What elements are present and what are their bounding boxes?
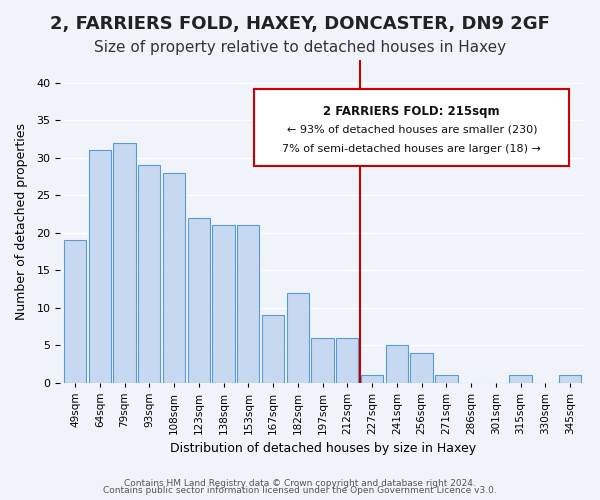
Y-axis label: Number of detached properties: Number of detached properties — [15, 123, 28, 320]
Bar — [509, 375, 532, 382]
Bar — [89, 150, 111, 382]
Text: ← 93% of detached houses are smaller (230): ← 93% of detached houses are smaller (23… — [287, 124, 537, 134]
Text: Contains HM Land Registry data © Crown copyright and database right 2024.: Contains HM Land Registry data © Crown c… — [124, 478, 476, 488]
FancyBboxPatch shape — [254, 89, 569, 166]
Bar — [311, 338, 334, 382]
Bar — [287, 292, 309, 382]
Bar — [262, 315, 284, 382]
X-axis label: Distribution of detached houses by size in Haxey: Distribution of detached houses by size … — [170, 442, 476, 455]
Bar — [386, 345, 408, 383]
Bar — [336, 338, 358, 382]
Bar — [138, 165, 160, 382]
Bar — [212, 225, 235, 382]
Bar — [64, 240, 86, 382]
Bar — [188, 218, 210, 382]
Bar — [410, 352, 433, 382]
Text: Size of property relative to detached houses in Haxey: Size of property relative to detached ho… — [94, 40, 506, 55]
Bar — [237, 225, 259, 382]
Bar — [113, 142, 136, 382]
Text: 2, FARRIERS FOLD, HAXEY, DONCASTER, DN9 2GF: 2, FARRIERS FOLD, HAXEY, DONCASTER, DN9 … — [50, 15, 550, 33]
Text: 2 FARRIERS FOLD: 215sqm: 2 FARRIERS FOLD: 215sqm — [323, 105, 500, 118]
Bar — [163, 172, 185, 382]
Bar — [435, 375, 458, 382]
Text: Contains public sector information licensed under the Open Government Licence v3: Contains public sector information licen… — [103, 486, 497, 495]
Bar — [361, 375, 383, 382]
Text: 7% of semi-detached houses are larger (18) →: 7% of semi-detached houses are larger (1… — [283, 144, 541, 154]
Bar — [559, 375, 581, 382]
